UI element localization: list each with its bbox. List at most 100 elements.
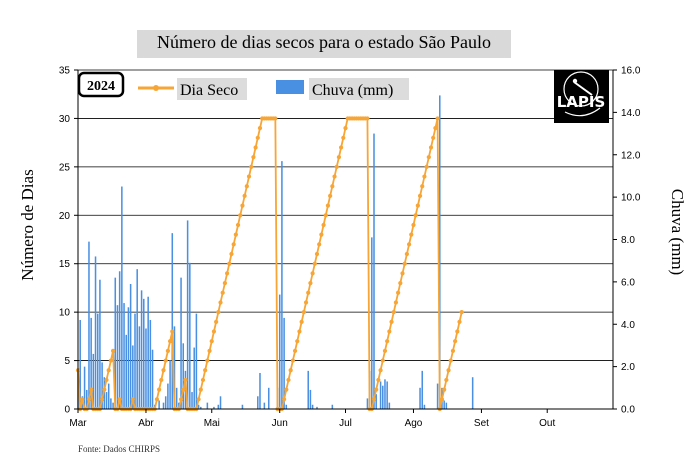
rain-bar [436, 383, 439, 409]
dry-days-point [413, 213, 418, 218]
rain-bar [149, 320, 152, 409]
dry-days-point [231, 242, 236, 247]
dry-days-point [200, 377, 206, 383]
rain-bar [127, 307, 130, 409]
dry-days-point [428, 145, 434, 150]
rain-bar [110, 398, 112, 409]
dry-days-point [257, 126, 263, 131]
legend-rain-swatch [276, 80, 304, 94]
rain-bar [219, 396, 222, 409]
rain-bar [164, 396, 167, 409]
rain-bar [309, 389, 312, 409]
left-tick-label: 25 [59, 162, 71, 173]
left-tick-label: 0 [64, 405, 70, 416]
rain-bar [285, 404, 288, 409]
lapis-logo-text: LAPIS [557, 93, 606, 111]
dry-days-point [398, 280, 403, 286]
legend-item-rain: Chuva (mm) [276, 78, 409, 100]
dry-days-point [303, 300, 309, 305]
rain-bar [421, 370, 423, 409]
dry-days-point [424, 164, 429, 169]
rain-bar [92, 353, 95, 409]
dry-days-point [165, 348, 170, 353]
rain-bar [331, 404, 334, 409]
rain-bar [278, 294, 281, 409]
rain-bar [366, 398, 369, 409]
dry-days-point [214, 319, 219, 324]
rain-bar [193, 347, 195, 409]
dry-days-point [218, 300, 223, 305]
dry-days-point [211, 329, 217, 334]
dry-days-point [406, 242, 412, 247]
rain-bar [388, 402, 391, 409]
dry-days-point [457, 319, 462, 324]
legend-dry-marker [153, 85, 159, 91]
dry-days-point [450, 348, 456, 353]
dry-days-point [130, 397, 135, 402]
axes [77, 70, 614, 410]
right-tick-label: 12.0 [621, 150, 641, 161]
dry-days-point [251, 155, 256, 160]
rain-bar [138, 326, 141, 409]
legend-item-dry: Dia Seco [138, 78, 247, 100]
dry-days-point [321, 222, 326, 228]
rain-bar [99, 279, 101, 409]
dry-days-point [220, 290, 225, 295]
dry-days-point [402, 261, 407, 266]
rain-bar [195, 313, 198, 409]
rain-bar [217, 404, 220, 409]
dry-days-point [378, 368, 383, 373]
rain-bar [143, 298, 145, 409]
rain-bar [107, 383, 110, 409]
dry-days-point [292, 348, 298, 353]
dry-days-point [323, 213, 328, 218]
dry-days-point [435, 116, 440, 121]
rain-bar [134, 313, 136, 409]
rain-bar [206, 402, 209, 409]
dry-days-point [242, 193, 247, 199]
dry-days-point [100, 397, 105, 402]
x-tick-label: Abr [138, 418, 154, 429]
dry-days-point [157, 387, 162, 392]
rain-bar [145, 328, 147, 409]
dry-days-point [341, 135, 346, 140]
dry-days-point [453, 339, 458, 344]
legend-rain-bg [309, 78, 409, 100]
rain-bar [175, 387, 178, 409]
legend: Dia Seco Chuva (mm) [138, 78, 409, 100]
right-tick-label: 6.0 [621, 277, 635, 288]
right-tick-label: 8.0 [621, 235, 635, 246]
title-background [137, 30, 511, 58]
dry-days-point [286, 377, 291, 383]
rain-bar [96, 313, 99, 409]
dry-days-point [332, 174, 337, 179]
rain-bar [281, 161, 283, 409]
rain-bar [171, 233, 174, 409]
left-tick-label: 20 [59, 211, 71, 222]
dry-days-point [417, 193, 423, 199]
dry-days-point [433, 126, 438, 131]
right-tick-label: 16.0 [621, 66, 641, 77]
rain-bar [158, 400, 160, 409]
dry-days-point [317, 242, 322, 247]
right-axis-ticks: 0.0 2.0 4.0 6.0 8.0 10.0 12.0 14.0 16.0 [613, 66, 641, 416]
right-axis-label: Chuva (mm) [668, 189, 687, 275]
rain-bar [384, 379, 386, 409]
year-badge-text: 2024 [87, 79, 115, 94]
dry-days-point [235, 222, 241, 228]
dry-days-point [255, 135, 260, 140]
rain-bar [186, 220, 189, 409]
dry-days-point [207, 348, 212, 353]
dry-days-point [448, 358, 453, 363]
dry-days-point [203, 368, 208, 373]
dry-days-point [459, 310, 464, 315]
left-tick-label: 10 [59, 308, 71, 319]
dry-days-point [229, 251, 234, 257]
dry-days-point [455, 329, 460, 334]
dry-days-point [374, 387, 379, 392]
dry-days-point [86, 397, 92, 402]
dry-days-point [391, 310, 396, 315]
x-tick-label: Jul [339, 418, 352, 429]
dry-days-point [380, 358, 385, 363]
rain-bar [439, 95, 441, 410]
